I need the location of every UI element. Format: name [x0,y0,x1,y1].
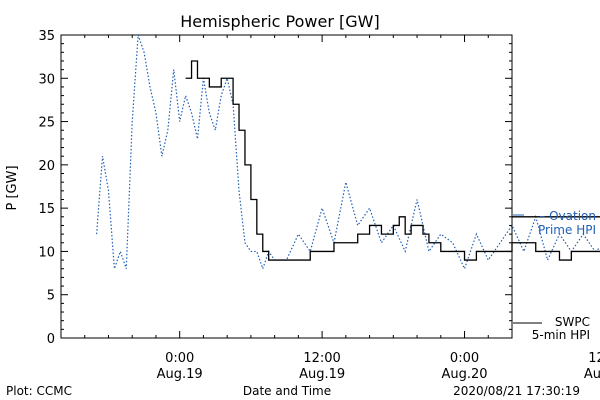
footer-timestamp: 2020/08/21 17:30:19 [453,384,580,398]
x-axis-ticks: 0:00Aug.1912:00Aug.190:00Aug.2012:00Aug.… [84,35,600,382]
legend-ovation-label-1: – Ovation [539,209,596,223]
x-axis-label: Date and Time [243,384,331,398]
plot-frame [60,34,513,339]
y-axis-label: P [GW] [5,165,20,210]
x-tick-label-time: 12:00 [588,351,600,366]
y-tick-label: 5 [47,289,55,304]
y-tick-label: 10 [38,245,55,260]
x-tick-label-date: Aug.19 [299,367,345,382]
legend-swpc-label-1: SWPC [555,315,590,329]
chart-title: Hemispheric Power [GW] [180,12,379,31]
x-tick-label-time: 12:00 [303,351,340,366]
plot-border [60,34,513,339]
legend-ovation-label-2: Prime HPI [538,223,596,237]
x-tick-label-date: Aug.20 [584,367,600,382]
series-line-swpc [185,60,600,261]
series-line-ovation [96,34,600,271]
footer-plot-credit: Plot: CCMC [6,384,72,398]
y-tick-label: 25 [38,116,55,131]
x-tick-label-date: Aug.20 [441,367,487,382]
x-tick-label-time: 0:00 [450,351,479,366]
x-tick-label-time: 0:00 [165,351,194,366]
y-tick-label: 20 [38,159,55,174]
y-tick-label: 0 [47,332,55,347]
legend-swpc-label-2: 5-min HPI [532,328,590,342]
series-swpc [185,60,600,261]
x-tick-label-date: Aug.19 [157,367,203,382]
y-tick-label: 35 [38,29,55,44]
y-axis-ticks: 0 5 10 15 20 25 30 35 [38,29,512,347]
y-tick-label: 30 [38,72,55,87]
y-tick-label: 15 [38,202,55,217]
series-ovation-prime [96,34,600,271]
